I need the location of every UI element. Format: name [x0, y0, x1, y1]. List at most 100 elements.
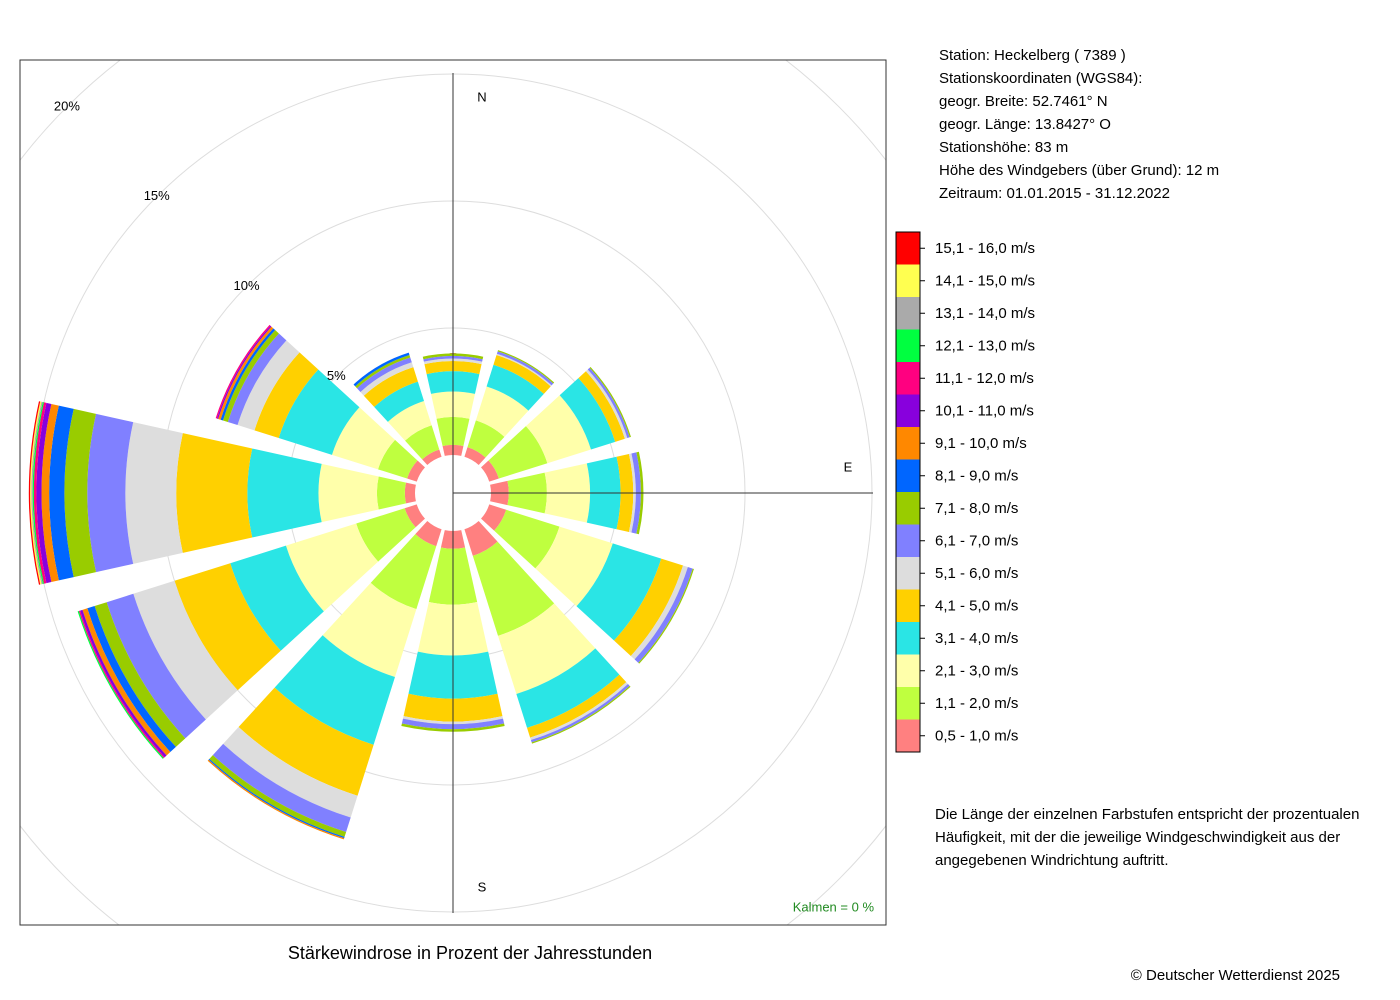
station-info: Stationshöhe: 83 m [939, 139, 1068, 156]
rose-segment [41, 403, 59, 583]
legend-label: 11,1 - 12,0 m/s [935, 370, 1034, 387]
rose-segment [405, 425, 440, 460]
rose-segment [49, 405, 74, 581]
rose-segment [363, 367, 418, 407]
legend-swatch [896, 589, 920, 622]
rose-segment [355, 355, 411, 389]
rose-segment [587, 367, 630, 439]
r-tick-label: 5% [327, 368, 346, 383]
rose-segment [628, 453, 636, 533]
rose-segment [493, 355, 551, 394]
rose-segment [578, 371, 625, 442]
rose-segment [32, 402, 44, 584]
rose-segment [525, 395, 591, 464]
rose-segment [218, 326, 274, 420]
station-info: Station: Heckelberg ( 7389 ) [939, 47, 1126, 64]
legend-swatch [896, 622, 920, 655]
legend-label: 3,1 - 4,0 m/s [935, 630, 1018, 647]
rose-segment [422, 353, 484, 360]
r-tick-label: 10% [234, 278, 260, 293]
rose-segment [423, 358, 483, 365]
legend-swatch [896, 459, 920, 492]
rose-segment [527, 674, 627, 738]
rose-segment [209, 755, 347, 837]
rose-segment [356, 508, 416, 562]
rose-segment [230, 545, 324, 651]
r-tick-label: 15% [144, 188, 170, 203]
legend-label: 8,1 - 9,0 m/s [935, 468, 1018, 485]
rose-segment [376, 476, 406, 510]
rose-segment [481, 460, 499, 482]
rose-segment [422, 449, 442, 465]
plot-frame [19, 59, 887, 926]
rose-segment [415, 521, 442, 547]
rose-segment [106, 593, 206, 739]
rose-segment [360, 362, 414, 396]
rose-segment [285, 523, 379, 612]
legend-label: 0,5 - 1,0 m/s [935, 728, 1018, 745]
note-text: Häufigkeit, mit der die jeweilige Windge… [935, 829, 1340, 846]
legend-swatch [896, 719, 920, 752]
note-text: Die Länge der einzelnen Farbstufen entsp… [935, 806, 1359, 823]
legend-swatch [896, 362, 920, 395]
rose-segment [472, 541, 555, 636]
rose-segment [423, 355, 483, 362]
rose-segment [488, 426, 548, 479]
station-info: geogr. Länge: 13.8427° O [939, 116, 1111, 133]
rose-segment [174, 563, 281, 691]
rose-segment [404, 482, 416, 504]
rose-segment [31, 401, 43, 585]
legend-label: 5,1 - 6,0 m/s [935, 565, 1018, 582]
rose-segment [494, 509, 560, 569]
rose-segment [585, 369, 628, 439]
station-info: geogr. Breite: 52.7461° N [939, 93, 1108, 110]
rose-segment [353, 352, 410, 387]
rose-segment [387, 401, 432, 441]
copyright: © Deutscher Wetterdienst 2025 [1131, 967, 1340, 984]
rose-segment [331, 407, 396, 470]
station-info: Höhe des Windgebers (über Grund): 12 m [939, 162, 1219, 179]
legend-swatch [896, 264, 920, 297]
rose-segment [36, 402, 52, 584]
rose-segment [176, 433, 253, 553]
rose-segment [87, 413, 134, 573]
rose-segment [133, 580, 238, 720]
rose-segment [464, 447, 486, 465]
rose-segment [82, 608, 171, 756]
legend-swatch [896, 427, 920, 460]
legend-swatch [896, 297, 920, 330]
chart-title: Stärkewindrose in Prozent der Jahresstun… [288, 943, 652, 963]
legend-label: 4,1 - 5,0 m/s [935, 598, 1018, 615]
rose-segment [220, 328, 276, 421]
rose-segment [222, 330, 279, 422]
rose-segment [237, 340, 300, 431]
rose-segment [125, 422, 183, 564]
direction-label: S [478, 879, 487, 894]
rose-segment [356, 357, 412, 392]
rose-segment [613, 558, 684, 656]
r-tick-label: 20% [54, 98, 80, 113]
legend-swatch [896, 492, 920, 525]
legend-swatch [896, 654, 920, 687]
calm-text: Kalmen = 0 % [793, 899, 875, 914]
note-text: angegebenen Windrichtung auftritt. [935, 852, 1169, 869]
rose-segment [278, 369, 360, 455]
rose-segment [377, 439, 418, 479]
rose-segment [401, 723, 505, 732]
rose-segment [64, 408, 97, 578]
rose-segment [486, 364, 544, 411]
rose-segment [318, 463, 379, 523]
rose-segment [254, 352, 319, 439]
legend-swatch [896, 394, 920, 427]
rose-segment [576, 543, 662, 641]
rose-segment [634, 567, 693, 663]
legend-label: 12,1 - 13,0 m/s [935, 338, 1035, 355]
legend-label: 2,1 - 3,0 m/s [935, 663, 1018, 680]
rose-segment [481, 504, 507, 531]
rose-segment [464, 521, 498, 556]
legend-label: 7,1 - 8,0 m/s [935, 500, 1018, 517]
plot-area [20, 60, 886, 925]
rose-segment [535, 526, 613, 607]
rose-segment [30, 401, 42, 585]
rose-segment [498, 603, 596, 694]
